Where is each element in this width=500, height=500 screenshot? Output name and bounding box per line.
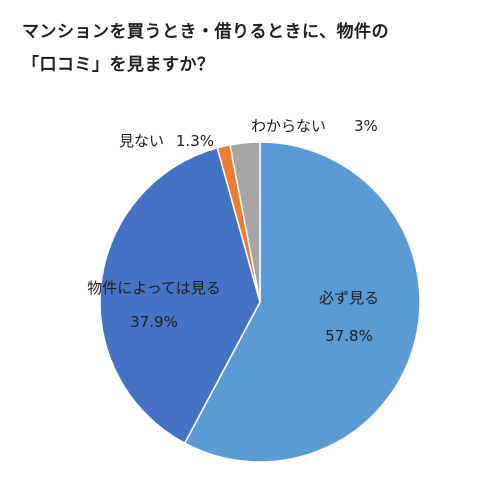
pie-slice-必ず見る: [183, 141, 421, 463]
pie-slice-物件によっては見る: [99, 147, 261, 444]
slice-label-物件によっては見る: 物件によっては見る: [87, 279, 221, 297]
pie-slices: [99, 141, 421, 463]
slice-label-必ず見る: 必ず見る: [319, 289, 379, 307]
slice-value-必ず見る: 57.8%: [325, 327, 373, 345]
chart-title-line-1: マンションを買うとき・借りるときに、物件の: [22, 22, 389, 42]
slice-value-わからない: 3%: [354, 117, 378, 135]
slice-value-見ない: 1.3%: [176, 132, 214, 150]
slice-label-わからない: わからない: [251, 117, 326, 135]
chart-title-line-2: 「口コミ」を見ますか？: [22, 55, 215, 75]
pie-slice-わからない: [229, 141, 261, 303]
slice-label-見ない: 見ない: [119, 132, 164, 150]
slice-value-物件によっては見る: 37.9%: [130, 313, 178, 331]
